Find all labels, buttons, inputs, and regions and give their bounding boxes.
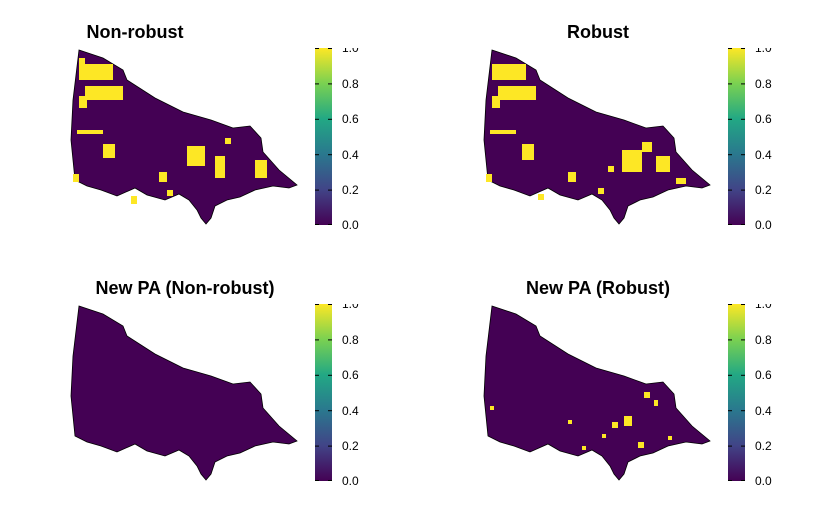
legend-tick: 0.8 xyxy=(342,77,359,91)
legend-tick: 0.6 xyxy=(342,368,359,382)
legend-tick: 0.0 xyxy=(342,218,359,232)
color-legend: 1.0 0.8 0.6 0.4 0.2 0.0 xyxy=(315,304,359,488)
panel-non-robust: Non-robust 1.0 xyxy=(0,0,413,255)
panel-title: New PA (Robust) xyxy=(526,278,670,298)
victoria-shape xyxy=(483,305,711,481)
panel-title: New PA (Non-robust) xyxy=(95,278,275,298)
legend-tick: 1.0 xyxy=(755,304,772,311)
panel-title: Non-robust xyxy=(86,22,184,42)
map-non-robust xyxy=(70,49,298,225)
legend-tick: 0.0 xyxy=(342,474,359,488)
panel-new-pa-non-robust: New PA (Non-robust) 1.0 0.8 0.6 0.4 0.2 … xyxy=(0,256,413,511)
legend-tick: 1.0 xyxy=(342,304,359,311)
legend-tick: 0.2 xyxy=(755,439,772,453)
legend-tick: 0.0 xyxy=(755,218,772,232)
high-value-patches xyxy=(486,64,686,200)
legend-colorbar xyxy=(728,304,745,481)
map-new-pa-non-robust xyxy=(70,305,298,481)
legend-tick: 0.2 xyxy=(342,183,359,197)
color-legend: 1.0 0.8 0.6 0.4 0.2 0.0 xyxy=(315,48,359,232)
high-value-patches xyxy=(73,58,267,204)
map-new-pa-robust xyxy=(483,305,711,481)
legend-tick: 0.2 xyxy=(755,183,772,197)
victoria-shape xyxy=(70,49,298,225)
victoria-shape xyxy=(483,49,711,225)
panel-new-pa-robust: New PA (Robust) 1.0 0.8 xyxy=(413,256,826,511)
legend-tick: 0.6 xyxy=(342,112,359,126)
legend-colorbar xyxy=(315,304,332,481)
high-value-patches xyxy=(490,392,672,450)
legend-tick: 0.0 xyxy=(755,474,772,488)
panel-robust: Robust 1.0 xyxy=(413,0,826,255)
map-robust xyxy=(483,49,711,225)
legend-colorbar xyxy=(728,48,745,225)
legend-tick: 0.6 xyxy=(755,112,772,126)
legend-tick: 0.4 xyxy=(755,404,772,418)
color-legend: 1.0 0.8 0.6 0.4 0.2 0.0 xyxy=(728,304,772,488)
legend-tick: 0.8 xyxy=(755,77,772,91)
legend-tick: 0.8 xyxy=(755,333,772,347)
legend-tick: 0.6 xyxy=(755,368,772,382)
legend-tick: 0.8 xyxy=(342,333,359,347)
legend-tick: 1.0 xyxy=(755,48,772,55)
legend-colorbar xyxy=(315,48,332,225)
victoria-shape xyxy=(70,305,298,481)
legend-tick: 0.4 xyxy=(342,404,359,418)
color-legend: 1.0 0.8 0.6 0.4 0.2 0.0 xyxy=(728,48,772,232)
legend-tick: 1.0 xyxy=(342,48,359,55)
panel-title: Robust xyxy=(567,22,629,42)
legend-tick: 0.4 xyxy=(755,148,772,162)
legend-tick: 0.4 xyxy=(342,148,359,162)
legend-tick: 0.2 xyxy=(342,439,359,453)
